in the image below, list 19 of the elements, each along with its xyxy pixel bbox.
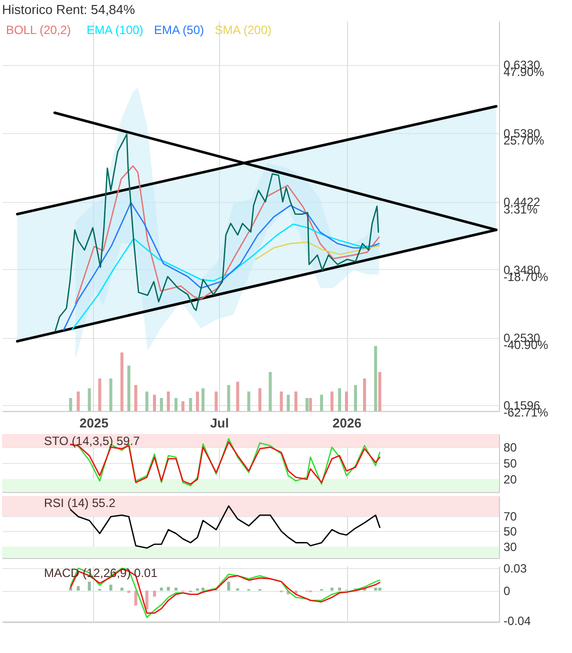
y-tick-label: -0.04 — [504, 614, 532, 628]
y-tick-label: 80 — [504, 440, 518, 455]
annotation: RSI (14) 55.2 — [44, 496, 116, 510]
x-tick-label: 2026 — [332, 416, 362, 430]
text: SMA (200) — [214, 23, 272, 37]
y-tick-label: 30 — [504, 540, 518, 554]
text: BOLL (20,2) — [6, 23, 71, 37]
y-tick-label: 0 — [504, 584, 510, 598]
chart-title: Historico Rent: 54,84% — [2, 2, 136, 17]
y-tick-label: 50 — [504, 524, 518, 539]
y-tick-label: 70 — [504, 509, 518, 524]
text: EMA (100) — [86, 23, 144, 37]
text: EMA (50) — [154, 23, 204, 37]
x-tick-label: 2025 — [80, 416, 108, 430]
y-tick-label: 50 — [504, 456, 518, 470]
annotation: STO (14,3,5) 59.7 — [44, 434, 140, 448]
y-tick-label: 20 — [504, 472, 518, 486]
y-tick-label: 0.03 — [504, 562, 528, 576]
x-tick-label: Jul — [210, 416, 229, 430]
